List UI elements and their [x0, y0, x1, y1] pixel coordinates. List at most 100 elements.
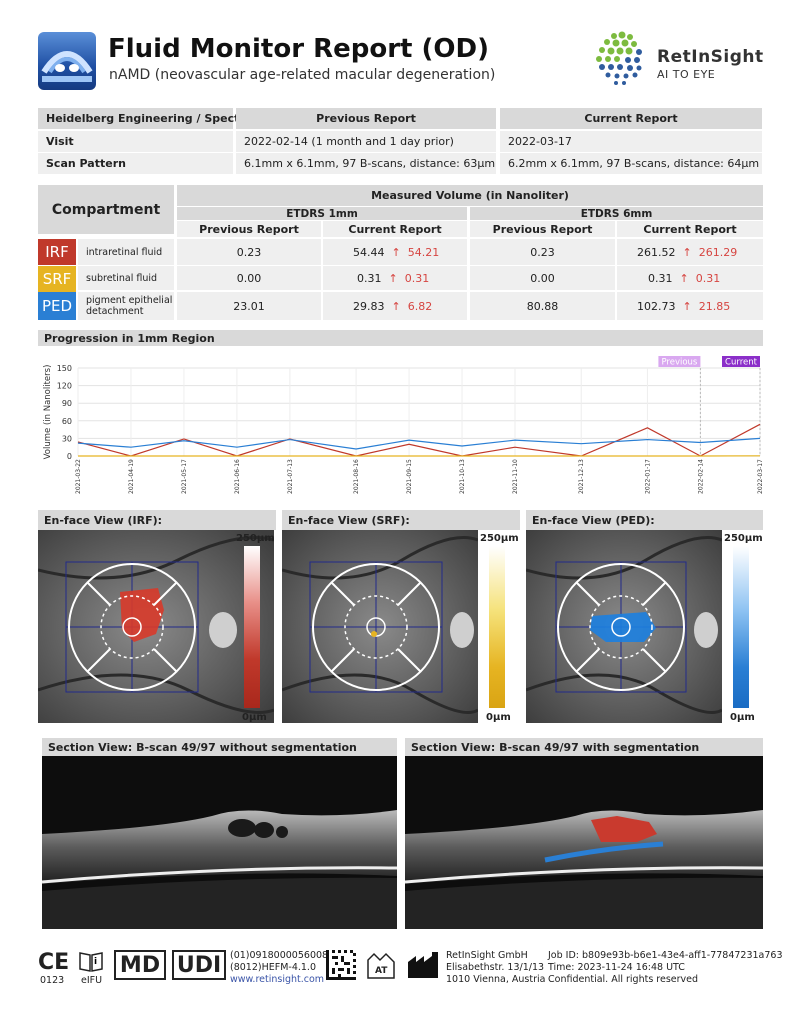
- progression-header: Progression in 1mm Region: [38, 330, 763, 346]
- srf-scale-max: 250µm: [480, 533, 519, 544]
- md-mark: MD: [114, 950, 166, 980]
- irf-curr-6mm: 261.52 ↑ 261.29: [617, 239, 763, 265]
- scan-pattern-label: Scan Pattern: [38, 153, 233, 174]
- x-tick-label: 2021-03-22: [75, 459, 82, 494]
- ped-curr-6mm: 102.73 ↑ 21.85: [617, 292, 763, 320]
- x-tick-label: 2022-03-17: [757, 459, 764, 494]
- ped-curr-1mm: 29.83 ↑ 6.82: [323, 292, 467, 320]
- x-tick-label: 2021-05-17: [181, 459, 188, 494]
- page-title: Fluid Monitor Report (OD): [108, 34, 489, 64]
- y-tick-label: 150: [57, 364, 72, 373]
- country-of-manufacture-icon: [366, 950, 396, 980]
- previous-marker-bg: [658, 356, 701, 367]
- compartment-header: Compartment: [38, 185, 174, 234]
- col-1mm-previous: Previous Report: [177, 221, 321, 237]
- section-view-seg-header: Section View: B-scan 49/97 with segmenta…: [405, 738, 763, 756]
- visit-label: Visit: [38, 131, 233, 152]
- ped-badge: PED: [38, 292, 76, 320]
- y-tick-label: 120: [57, 382, 72, 391]
- x-tick-label: 2021-07-13: [287, 459, 294, 494]
- etdrs-6mm-header: ETDRS 6mm: [470, 207, 763, 220]
- company-city: 1010 Vienna, Austria: [446, 974, 546, 985]
- section-view-raw-header: Section View: B-scan 49/97 without segme…: [42, 738, 397, 756]
- irf-prev-1mm: 0.23: [177, 239, 321, 265]
- enface-ped-image: [526, 530, 722, 723]
- visit-previous: 2022-02-14 (1 month and 1 day prior): [236, 131, 496, 152]
- ped-color-scale: [733, 546, 749, 708]
- udi-mark: UDI: [172, 950, 226, 980]
- enface-ped-header: En-face View (PED):: [526, 510, 763, 530]
- y-tick-label: 0: [67, 452, 72, 461]
- srf-prev-6mm: 0.00: [470, 266, 615, 290]
- y-tick-label: 90: [62, 399, 72, 408]
- scan-pattern-previous: 6.1mm x 6.1mm, 97 B-scans, distance: 63µ…: [236, 153, 496, 174]
- y-axis-label: Volume (in Nanoliters): [43, 365, 53, 460]
- company-street: Elisabethstr. 13/1/13: [446, 962, 545, 973]
- current-marker-label: Current: [725, 358, 758, 368]
- ce-mark: CE: [38, 950, 70, 975]
- irf-color-scale: [244, 546, 260, 708]
- irf-name: intraretinal fluid: [78, 239, 174, 265]
- progression-chart: 150 120 90 60 30 0 2021-03-22 2021-04-19 2021-05…: [38, 350, 768, 500]
- ped-prev-6mm: 80.88: [470, 292, 615, 320]
- srf-curr-6mm: 0.31 ↑ 0.31: [617, 266, 763, 290]
- x-tick-label: 2022-02-14: [697, 459, 704, 494]
- x-tick-label: 2021-08-16: [353, 459, 360, 494]
- x-tick-label: 2021-12-13: [578, 459, 585, 494]
- irf-curr-1mm: 54.44 ↑ 54.21: [323, 239, 467, 265]
- enface-irf-header: En-face View (IRF):: [38, 510, 276, 530]
- x-tick-label: 2022-01-17: [644, 459, 651, 494]
- srf-badge: SRF: [38, 266, 76, 292]
- series-line-1: [77, 437, 761, 450]
- previous-marker-label: Previous: [661, 358, 697, 368]
- x-tick-label: 2021-06-16: [234, 459, 241, 494]
- scan-pattern-current: 6.2mm x 6.1mm, 97 B-scans, distance: 64µ…: [500, 153, 762, 174]
- info-col-previous: Previous Report: [236, 108, 496, 129]
- udi-line-1: (01)09180000560085: [230, 950, 335, 961]
- x-tick-label: 2021-09-15: [406, 459, 413, 494]
- srf-scale-min: 0µm: [486, 712, 511, 723]
- app-logo: [38, 32, 96, 90]
- bscan-raw-image: [42, 756, 397, 929]
- company-name: RetInSight GmbH: [446, 950, 528, 961]
- website-link[interactable]: www.retinsight.com: [230, 974, 325, 985]
- ped-prev-1mm: 23.01: [177, 292, 321, 320]
- y-tick-label: 60: [62, 417, 72, 426]
- svg-text:i: i: [94, 957, 97, 967]
- eifu-book-icon: i: [78, 950, 104, 972]
- brand-logo: [590, 30, 650, 86]
- x-tick-label: 2021-10-13: [459, 459, 466, 494]
- measured-volume-header: Measured Volume (in Nanoliter): [177, 185, 763, 206]
- current-marker-bg: [722, 356, 760, 367]
- device-label: Heidelberg Engineering / Spectralis: [38, 108, 266, 129]
- srf-color-scale: [489, 546, 505, 708]
- info-col-current: Current Report: [500, 108, 762, 129]
- etdrs-1mm-header: ETDRS 1mm: [177, 207, 467, 220]
- datamatrix-code: [326, 950, 356, 980]
- brand-name: RetInSight: [657, 47, 764, 67]
- irf-badge: IRF: [38, 239, 76, 265]
- x-tick-label: 2021-11-10: [512, 459, 519, 494]
- x-tick-label: 2021-04-19: [128, 459, 135, 494]
- brand-tagline: AI TO EYE: [657, 68, 716, 81]
- irf-scale-min: 0µm: [242, 712, 267, 723]
- eifu-label: eIFU: [81, 975, 103, 986]
- confidential-notice: Confidential. All rights reserved: [548, 974, 699, 985]
- visit-current: 2022-03-17: [500, 131, 762, 152]
- ped-scale-max: 250µm: [724, 533, 763, 544]
- report-time: Time: 2023-11-24 16:48 UTC: [548, 962, 685, 973]
- page-subtitle: nAMD (neovascular age-related macular de…: [109, 67, 496, 83]
- ped-name: pigment epithelial detachment: [78, 292, 174, 320]
- country-code: AT: [375, 966, 388, 976]
- enface-irf-image: [38, 530, 274, 723]
- bscan-segmented-image: [405, 756, 763, 929]
- series-line-0: [77, 423, 761, 457]
- enface-srf-header: En-face View (SRF):: [282, 510, 520, 530]
- col-1mm-current: Current Report: [323, 221, 467, 237]
- srf-name: subretinal fluid: [78, 266, 174, 290]
- col-6mm-previous: Previous Report: [470, 221, 615, 237]
- irf-scale-max: 250µm: [236, 533, 275, 544]
- y-tick-label: 30: [62, 434, 72, 443]
- col-6mm-current: Current Report: [617, 221, 763, 237]
